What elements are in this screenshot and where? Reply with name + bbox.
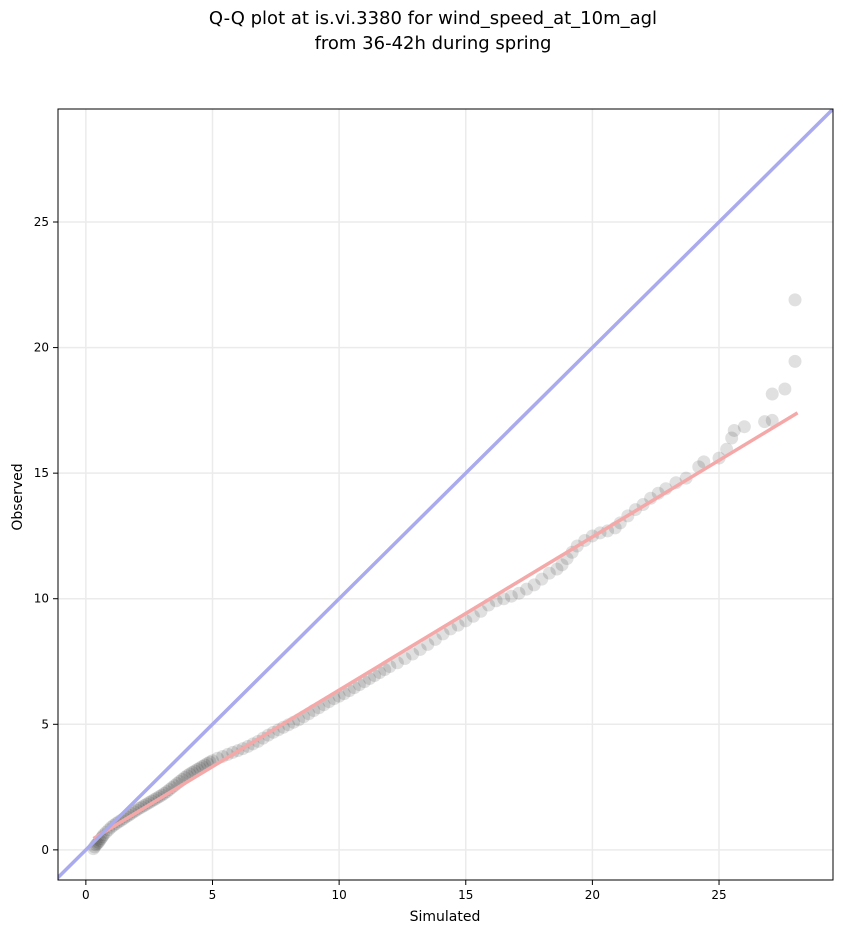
data-point: [788, 354, 802, 368]
data-point: [520, 582, 534, 596]
chart-title-line-2: from 36-42h during spring: [315, 33, 552, 54]
data-point: [758, 415, 772, 429]
chart-title-line-1: Q-Q plot at is.vi.3380 for wind_speed_at…: [209, 8, 657, 29]
x-tick-label: 15: [458, 888, 473, 902]
plot-frame: [57, 108, 834, 881]
data-point: [421, 637, 435, 651]
fit-line: [92, 411, 799, 841]
data-point: [390, 656, 404, 670]
axis-ticks: 0 5 10 15 20 25 0 5 10 15 20 25: [34, 215, 727, 902]
data-point: [504, 589, 518, 603]
data-point: [466, 609, 480, 623]
data-point: [459, 614, 473, 628]
data-point: [765, 387, 779, 401]
x-tick-label: 0: [82, 888, 90, 902]
data-point: [512, 586, 526, 600]
y-tick-label: 0: [41, 843, 49, 857]
data-points: [86, 293, 802, 856]
data-point: [550, 562, 564, 576]
data-point: [737, 420, 751, 434]
data-point: [725, 431, 739, 445]
data-point: [497, 592, 511, 606]
grid-lines: [58, 109, 833, 880]
data-point: [527, 578, 541, 592]
y-tick-label: 15: [34, 466, 49, 480]
y-axis-label: Observed: [10, 463, 26, 530]
x-tick-label: 5: [209, 888, 217, 902]
x-tick-label: 20: [585, 888, 600, 902]
data-point: [788, 293, 802, 307]
y-tick-label: 5: [41, 717, 49, 731]
data-point: [398, 651, 412, 665]
data-point: [406, 647, 420, 661]
x-tick-label: 10: [331, 888, 346, 902]
data-point: [765, 413, 779, 427]
data-point: [778, 382, 792, 396]
data-point: [555, 558, 569, 572]
plot-area: [58, 109, 833, 880]
x-tick-label: 25: [711, 888, 726, 902]
y-tick-label: 10: [34, 592, 49, 606]
data-point: [413, 642, 427, 656]
identity-line: [58, 109, 833, 880]
data-point: [542, 566, 556, 580]
y-tick-label: 20: [34, 341, 49, 355]
y-tick-label: 25: [34, 215, 49, 229]
data-point: [727, 423, 741, 437]
data-point: [535, 572, 549, 586]
data-point: [428, 632, 442, 646]
data-point: [697, 455, 711, 469]
x-axis-label: Simulated: [410, 909, 481, 925]
